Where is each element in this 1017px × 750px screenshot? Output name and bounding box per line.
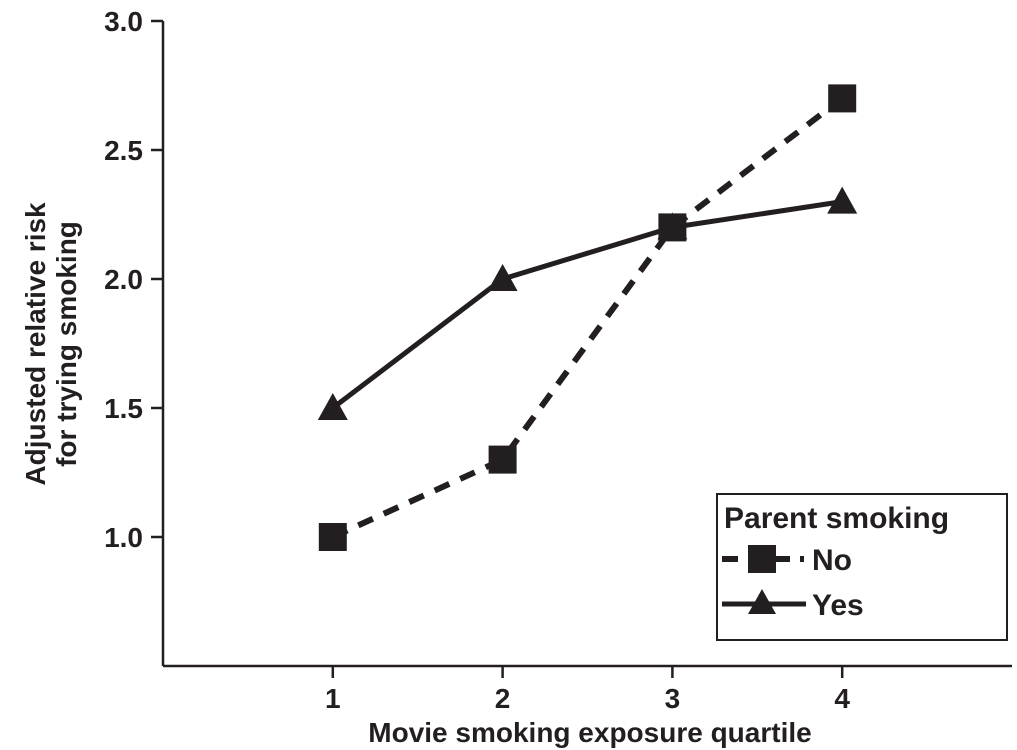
legend-title: Parent smoking [724,502,949,535]
y-axis-title-line-2: for trying smoking [51,221,82,467]
data-point-yes [317,393,348,420]
y-tick-label: 2.5 [104,135,143,166]
data-point-yes [487,264,518,291]
series-line-no [331,96,845,540]
y-tick-label: 1.0 [104,522,143,553]
legend-entry-yes: Yes [722,589,864,622]
data-point-yes [827,186,858,214]
y-tick-label: 3.0 [104,6,143,37]
x-axis-title: Movie smoking exposure quartile [368,717,811,748]
x-tick-label: 4 [834,683,850,714]
data-point-no [828,84,857,113]
legend-label-no: No [812,544,852,577]
x-tick-label: 2 [495,683,511,714]
y-tick-label: 2.0 [104,264,143,295]
legend-square-marker-icon [748,545,776,573]
x-tick-label: 3 [665,683,681,714]
data-point-no [488,445,517,474]
legend-label-yes: Yes [812,589,864,622]
data-point-no [318,523,347,551]
x-tick-label: 1 [325,683,341,714]
legend: Parent smoking No Yes [716,493,1008,641]
series-line-yes [331,199,843,410]
data-point-yes [657,212,688,240]
x-axis-ticks: 1 2 3 4 [325,666,850,714]
y-axis-ticks: 1.0 1.5 2.0 2.5 3.0 [104,6,163,553]
legend-entry-no: No [722,544,852,577]
series-layer [317,84,858,551]
y-axis-title-line-1: Adjusted relative risk [20,202,51,486]
legend-triangle-marker-icon [748,589,776,614]
y-tick-label: 1.5 [104,393,143,424]
